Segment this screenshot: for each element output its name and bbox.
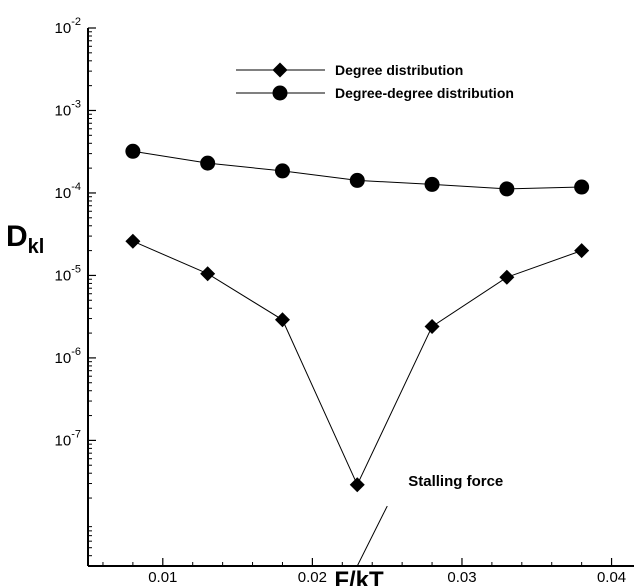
legend-marker-1: [272, 85, 288, 101]
degree-degree-series-point-3: [349, 172, 365, 188]
degree-degree-series-point-5: [499, 181, 515, 197]
x-tick-label: 0.03: [447, 569, 476, 586]
x-tick-label: 0.01: [148, 569, 177, 586]
legend: Degree distribution Degree-degree distrib…: [236, 62, 514, 101]
y-tick-label: 10-5: [55, 263, 81, 284]
degree-series: [125, 233, 590, 493]
degree-degree-series-point-6: [574, 179, 590, 195]
degree-series-point-3: [349, 477, 365, 493]
y-tick-label: 10-4: [55, 181, 81, 202]
y-tick-label: 10-7: [55, 428, 81, 449]
legend-marker-0: [272, 62, 288, 78]
axes-layer: 0.01 0.02 0.03 0.04 10-2 10-3 10-4 10-5 10-6 10-7…: [6, 16, 634, 586]
annotation-leader-0: [356, 505, 388, 567]
degree-series-point-6: [574, 243, 590, 259]
degree-series-line: [132, 240, 582, 486]
degree-series-point-1: [200, 266, 216, 282]
legend-label-0: Degree distribution: [335, 62, 463, 78]
x-tick-label: 0.02: [298, 569, 327, 586]
annotation-layer: Stalling force: [356, 473, 503, 567]
y-tick-label: 10-2: [55, 16, 81, 37]
data-layer: [125, 143, 590, 493]
degree-degree-series-point-4: [424, 176, 440, 192]
degree-series-point-4: [424, 319, 440, 335]
x-tick-label: 0.04: [597, 569, 626, 586]
degree-series-point-5: [499, 269, 515, 285]
degree-degree-series: [125, 143, 590, 197]
degree-degree-series-point-1: [200, 155, 216, 171]
legend-label-1: Degree-degree distribution: [335, 85, 514, 101]
degree-degree-series-point-2: [274, 163, 290, 179]
degree-series-point-2: [274, 312, 290, 328]
y-tick-label: 10-6: [55, 346, 81, 367]
y-axis-title: Dkl: [6, 220, 44, 258]
x-axis-title: F/kT: [334, 567, 384, 586]
annotation-label-0: Stalling force: [408, 473, 503, 490]
y-tick-label: 10-3: [55, 98, 81, 119]
degree-series-point-0: [125, 233, 141, 249]
degree-degree-series-point-0: [125, 143, 141, 159]
